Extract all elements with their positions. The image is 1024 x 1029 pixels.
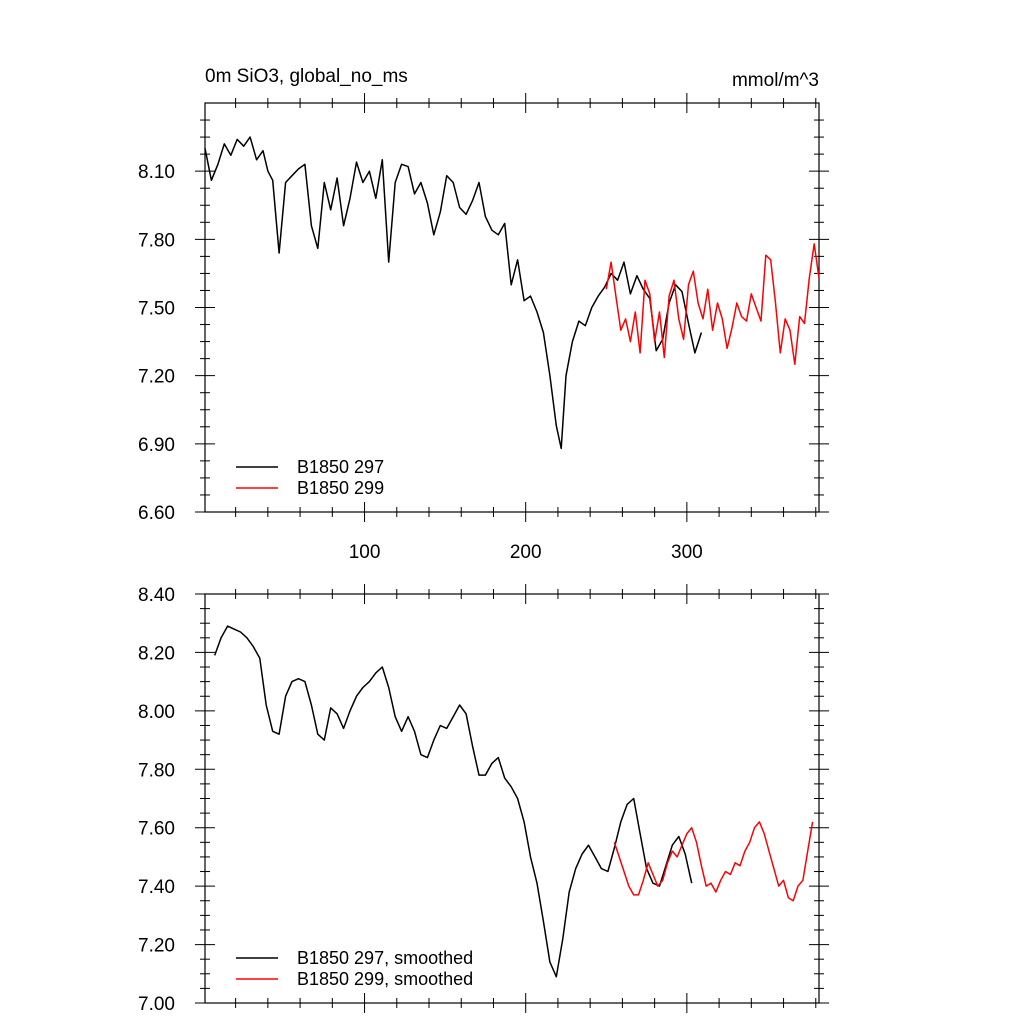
bottom-y-tick-label: 8.20 xyxy=(138,643,175,664)
bottom-legend-label-1: B1850 297, smoothed xyxy=(297,948,473,968)
top-y-tick-label: 7.50 xyxy=(138,299,175,320)
bottom-y-tick-label: 7.20 xyxy=(138,936,175,957)
bottom-y-tick-label: 8.00 xyxy=(138,702,175,723)
bottom-legend-label-2: B1850 299, smoothed xyxy=(297,969,473,989)
top-x-tick-label: 300 xyxy=(671,542,703,563)
top-y-tick-label: 7.20 xyxy=(138,367,175,388)
top-panel-title: 0m SiO3, global_no_ms xyxy=(205,66,408,87)
top-plot-frame xyxy=(204,102,820,513)
top-y-tick-label: 8.10 xyxy=(138,162,175,183)
top-x-tick-label: 100 xyxy=(349,542,381,563)
top-series-line-1 xyxy=(204,136,703,450)
top-panel-units: mmol/m^3 xyxy=(732,70,819,91)
bottom-series-line-2 xyxy=(613,821,814,902)
bottom-y-tick-label: 8.40 xyxy=(138,585,175,606)
bottom-y-tick-label: 7.80 xyxy=(138,760,175,781)
top-series-line-2 xyxy=(605,243,820,366)
top-y-tick-label: 6.60 xyxy=(138,503,175,524)
top-legend-label-2: B1850 299 xyxy=(297,478,384,498)
top-legend-label-1: B1850 297 xyxy=(297,457,384,477)
bottom-plot-frame xyxy=(204,593,820,1004)
top-y-tick-label: 6.90 xyxy=(138,435,175,456)
top-y-tick-label: 7.80 xyxy=(138,230,175,251)
bottom-y-tick-label: 7.40 xyxy=(138,877,175,898)
bottom-y-tick-label: 7.60 xyxy=(138,819,175,840)
top-x-tick-label: 200 xyxy=(510,542,542,563)
bottom-y-tick-label: 7.00 xyxy=(138,994,175,1015)
bottom-series-line-1 xyxy=(213,625,693,978)
